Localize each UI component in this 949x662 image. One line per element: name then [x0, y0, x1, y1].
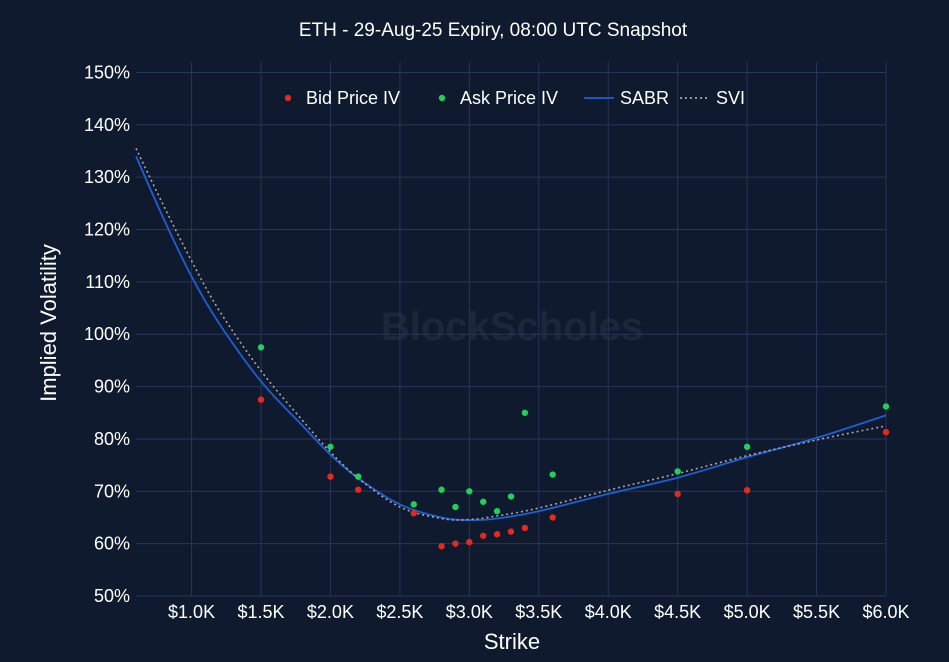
ask-price-iv-point — [521, 409, 529, 416]
y-tick-label: 140% — [84, 115, 130, 135]
x-tick-label: $4.5K — [654, 602, 701, 622]
legend-bid-price-iv-marker — [284, 94, 292, 102]
bid-price-iv-point — [674, 490, 681, 498]
bid-price-iv-point — [521, 524, 529, 532]
svi-line — [135, 148, 887, 521]
tick-layer: $1.0K $1.5K $2.0K $2.5K $3.0K $3.5K $4.0K $4.5K… — [84, 62, 910, 622]
ask-price-iv-point — [355, 473, 362, 480]
bid-price-iv-point — [549, 514, 556, 521]
ask-price-iv-point — [438, 486, 445, 493]
ask-price-iv-point — [452, 503, 459, 511]
bid-price-iv-point — [743, 487, 751, 494]
bid-price-iv-point — [438, 543, 445, 550]
bid-price-iv-point — [257, 396, 265, 403]
y-tick-label: 60% — [94, 534, 130, 554]
ask-price-iv-point — [480, 498, 487, 505]
ask-price-iv-point — [743, 443, 751, 450]
ask-price-iv-point — [410, 501, 417, 508]
ask-price-iv-point — [466, 488, 473, 495]
bid-price-iv-point — [507, 528, 515, 535]
y-tick-label: 150% — [84, 62, 130, 82]
x-tick-label: $2.5K — [376, 602, 423, 622]
y-axis-label: Implied Volatility — [36, 244, 61, 402]
ask-price-iv-point — [493, 507, 501, 515]
chart-title: ETH - 29-Aug-25 Expiry, 08:00 UTC Snapsh… — [299, 20, 688, 41]
legend-svi-label: SVI — [716, 88, 745, 108]
bid-price-iv-point — [452, 540, 459, 547]
bid-price-iv-point — [355, 486, 362, 493]
x-tick-label: $3.0K — [446, 602, 493, 622]
x-tick-label: $1.5K — [237, 602, 284, 622]
x-tick-label: $5.5K — [793, 602, 840, 622]
ask-price-iv-series — [257, 344, 890, 515]
ask-price-iv-point — [882, 403, 890, 410]
legend-sabr-label: SABR — [620, 88, 669, 108]
y-tick-label: 70% — [94, 481, 130, 501]
y-tick-label: 130% — [84, 167, 130, 187]
x-tick-label: $4.0K — [585, 602, 632, 622]
ask-price-iv-point — [327, 443, 334, 450]
ask-price-iv-point — [549, 471, 556, 478]
y-tick-label: 100% — [84, 324, 130, 344]
legend-ask-price-iv-marker — [438, 94, 446, 102]
bid-price-iv-point — [410, 510, 417, 517]
bid-price-iv-series — [257, 396, 890, 550]
x-tick-label: $2.0K — [307, 602, 354, 622]
y-tick-label: 50% — [94, 586, 130, 606]
y-tick-label: 80% — [94, 429, 130, 449]
bid-price-iv-point — [882, 428, 890, 436]
series-layer — [135, 148, 890, 550]
x-axis-label: Strike — [484, 629, 540, 654]
watermark-text: BlockScholes — [381, 305, 643, 349]
ask-price-iv-point — [257, 344, 265, 351]
y-tick-label: 110% — [85, 272, 130, 292]
x-tick-label: $6.0K — [862, 602, 909, 622]
sabr-line — [135, 155, 887, 522]
legend-ask-price-iv-label: Ask Price IV — [460, 88, 558, 108]
bid-price-iv-point — [466, 538, 473, 546]
legend-bid-price-iv-label: Bid Price IV — [306, 88, 400, 108]
ask-price-iv-point — [507, 493, 515, 500]
x-tick-label: $3.5K — [515, 602, 562, 622]
x-tick-label: $5.0K — [724, 602, 771, 622]
x-tick-label: $1.0K — [168, 602, 215, 622]
bid-price-iv-point — [493, 531, 501, 538]
grid-layer — [136, 62, 887, 597]
bid-price-iv-point — [327, 473, 334, 480]
legend: Bid Price IV Ask Price IV SABR SVI — [284, 88, 745, 108]
bid-price-iv-point — [480, 532, 487, 539]
y-tick-label: 90% — [94, 377, 130, 397]
y-tick-label: 120% — [84, 220, 130, 240]
ask-price-iv-point — [674, 468, 681, 475]
